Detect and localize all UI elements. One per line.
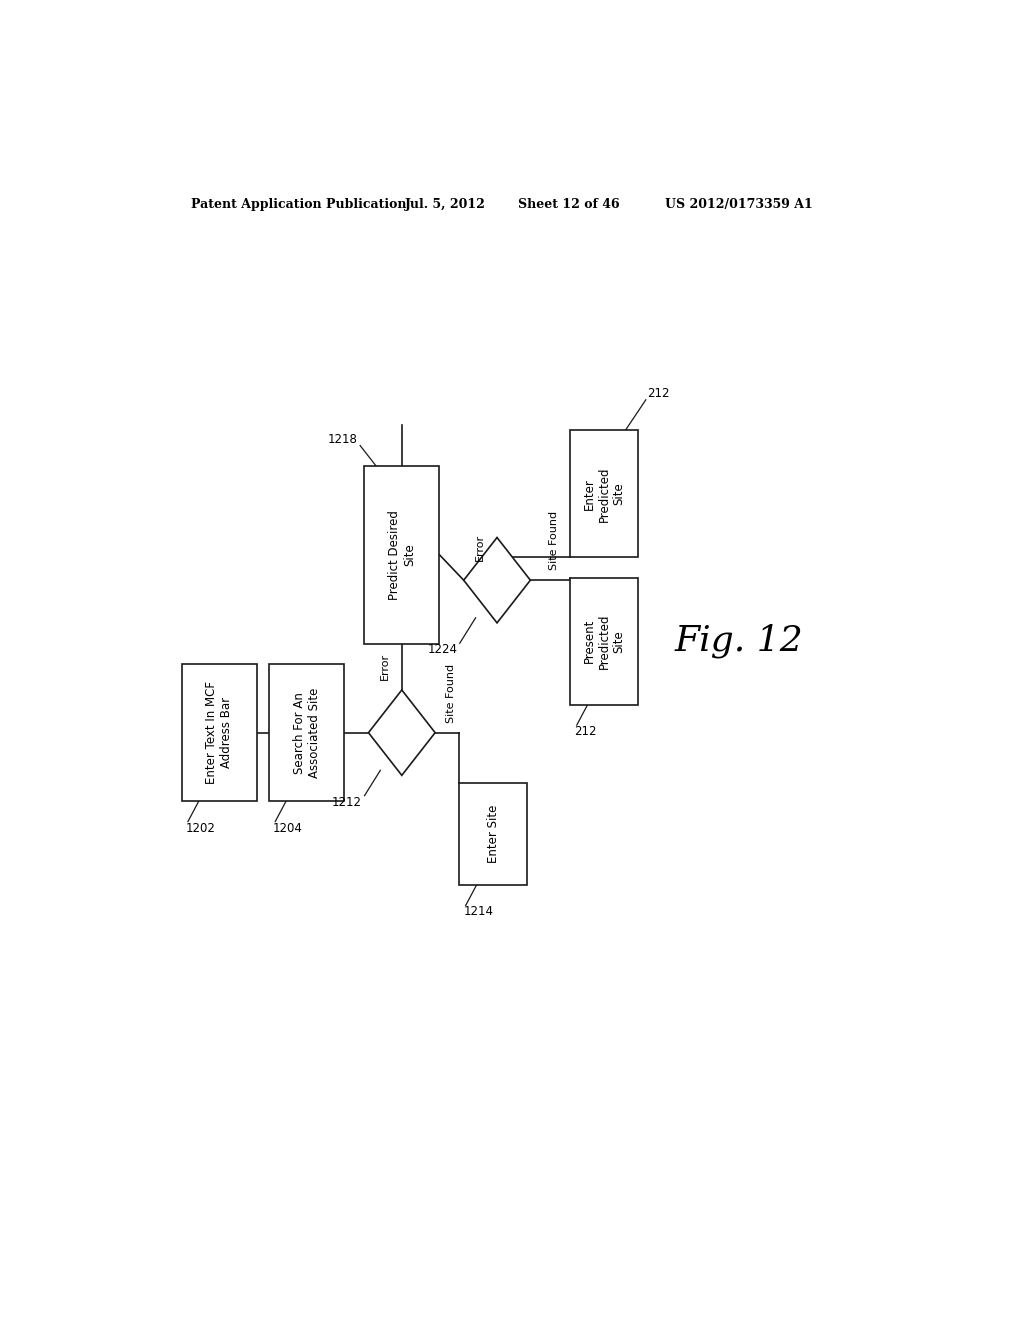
Polygon shape: [464, 537, 530, 623]
Text: US 2012/0173359 A1: US 2012/0173359 A1: [666, 198, 813, 211]
Text: 1224: 1224: [427, 643, 458, 656]
Text: 212: 212: [647, 387, 670, 400]
Text: Site Found: Site Found: [549, 511, 559, 570]
Bar: [570, 430, 638, 557]
Text: 1212: 1212: [332, 796, 362, 809]
Text: Sheet 12 of 46: Sheet 12 of 46: [518, 198, 620, 211]
Text: Enter Text In MCF
Address Bar: Enter Text In MCF Address Bar: [205, 681, 233, 784]
Bar: [269, 664, 344, 801]
Text: Predict Desired
Site: Predict Desired Site: [388, 510, 416, 599]
Text: Site Found: Site Found: [446, 664, 457, 722]
Polygon shape: [369, 690, 435, 775]
Bar: [365, 466, 439, 644]
Text: Patent Application Publication: Patent Application Publication: [191, 198, 407, 211]
Text: Search For An
Associated Site: Search For An Associated Site: [293, 688, 321, 777]
Text: 1218: 1218: [328, 433, 357, 446]
Bar: [460, 784, 526, 886]
Bar: [570, 578, 638, 705]
Bar: [181, 664, 257, 801]
Text: Error: Error: [380, 653, 390, 680]
Text: 1204: 1204: [272, 821, 303, 834]
Text: 212: 212: [574, 725, 597, 738]
Text: Enter
Predicted
Site: Enter Predicted Site: [583, 466, 626, 521]
Text: Enter Site: Enter Site: [486, 805, 500, 863]
Text: Error: Error: [475, 533, 485, 561]
Text: Present
Predicted
Site: Present Predicted Site: [583, 614, 626, 669]
Text: 1202: 1202: [185, 821, 215, 834]
Text: 1214: 1214: [463, 906, 494, 919]
Text: Fig. 12: Fig. 12: [675, 624, 804, 659]
Text: Jul. 5, 2012: Jul. 5, 2012: [406, 198, 485, 211]
